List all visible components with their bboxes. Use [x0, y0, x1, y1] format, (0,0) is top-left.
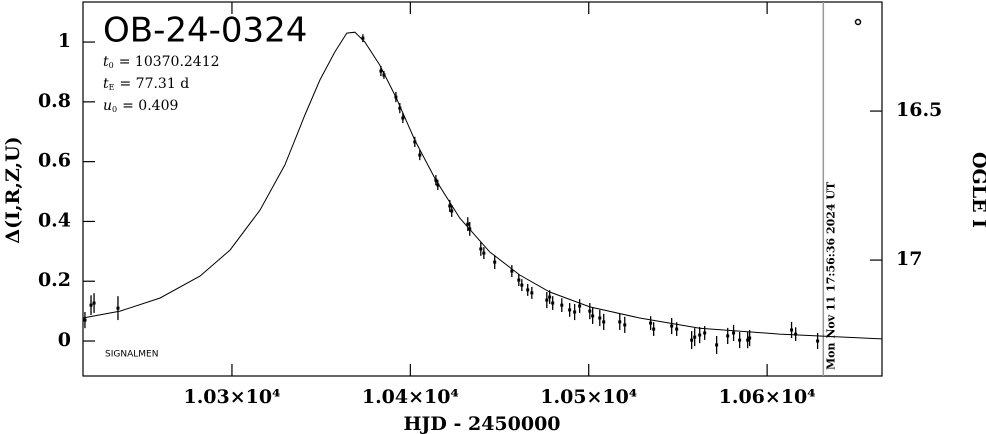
data-point	[548, 295, 552, 299]
data-point	[748, 336, 752, 340]
data-point	[602, 320, 606, 324]
data-point	[816, 339, 820, 343]
data-point	[618, 320, 622, 324]
x-tick-label: 1.06×10⁴	[719, 386, 816, 408]
data-point	[382, 73, 386, 77]
data-point	[466, 222, 470, 226]
data-point	[479, 247, 483, 251]
x-tick-label: 1.03×10⁴	[183, 386, 280, 408]
data-point	[715, 343, 719, 347]
data-point	[738, 338, 742, 342]
parameter: tE = 77.31 d	[103, 76, 189, 92]
data-point	[794, 332, 798, 336]
x-axis-label: HJD - 2450000	[403, 413, 560, 434]
y-tick-label: 0.6	[38, 150, 71, 172]
data-point	[448, 204, 452, 208]
parameter: u0 = 0.409	[103, 98, 178, 114]
y2-tick-label: 16.5	[896, 99, 942, 121]
parameter-value: = 0.409	[122, 98, 178, 114]
data-point	[568, 308, 572, 312]
data-point	[92, 301, 96, 305]
y2-tick-label: 17	[896, 248, 922, 270]
parameter-symbol: t	[103, 76, 109, 92]
data-point	[89, 303, 93, 307]
data-point	[573, 310, 577, 314]
parameter-symbol: t	[103, 54, 109, 70]
x-tick-label: 1.05×10⁴	[540, 386, 637, 408]
x-tick-label: 1.04×10⁴	[362, 386, 459, 408]
data-point	[591, 314, 595, 318]
data-point	[116, 306, 120, 310]
y-tick-label: 0.4	[38, 209, 71, 231]
data-point	[588, 309, 592, 313]
chart-title: OB-24-0324	[103, 11, 307, 51]
data-point	[413, 140, 417, 144]
parameter: t0 = 10370.2412	[103, 54, 220, 70]
data-point	[598, 316, 602, 320]
data-point	[690, 338, 694, 342]
y2-axis-label: OGLE I	[968, 152, 986, 228]
parameter-value: = 10370.2412	[119, 54, 220, 70]
data-point	[482, 251, 486, 255]
model-curve	[82, 31, 882, 340]
data-point	[436, 183, 440, 187]
data-point	[703, 331, 707, 335]
parameter-subscript: 0	[109, 61, 114, 70]
data-point	[670, 324, 674, 328]
data-point	[361, 36, 365, 40]
data-point	[398, 106, 402, 110]
date-marker-label: Mon Nov 11 17:56:36 2024 UT	[824, 181, 837, 370]
data-point	[623, 323, 627, 327]
data-point	[520, 283, 524, 287]
data-point	[418, 153, 422, 157]
data-point	[450, 209, 454, 213]
data-point	[510, 269, 514, 273]
data-point	[379, 69, 383, 73]
data-point	[578, 304, 582, 308]
data-point	[675, 327, 679, 331]
data-point	[401, 116, 405, 120]
data-point	[649, 321, 653, 325]
plot-frame	[82, 1, 883, 377]
data-point	[560, 303, 564, 307]
data-point	[493, 260, 497, 264]
data-point	[545, 298, 549, 302]
data-point	[83, 318, 87, 322]
data-point	[746, 338, 750, 342]
data-point	[790, 328, 794, 332]
data-point	[698, 333, 702, 337]
parameter-subscript: E	[109, 83, 115, 92]
data-point	[732, 331, 736, 335]
y-axis-label: Δ(I,R,Z,U)	[2, 136, 24, 243]
data-point	[517, 278, 521, 282]
data-point	[726, 334, 730, 338]
y-tick-label: 0.8	[38, 90, 71, 112]
corner-marker	[854, 18, 862, 26]
y-tick-label: 1	[58, 30, 71, 52]
parameter-symbol: u	[103, 98, 112, 114]
parameter-subscript: 0	[112, 105, 117, 114]
data-point	[652, 327, 656, 331]
data-point	[526, 288, 530, 292]
data-point	[530, 291, 534, 295]
data-point	[693, 335, 697, 339]
y-tick-label: 0	[58, 329, 71, 351]
parameter-value: = 77.31 d	[119, 76, 189, 92]
data-point	[551, 301, 555, 305]
y-tick-label: 0.2	[38, 269, 71, 291]
footnote: SIGNALMEN	[105, 350, 158, 360]
